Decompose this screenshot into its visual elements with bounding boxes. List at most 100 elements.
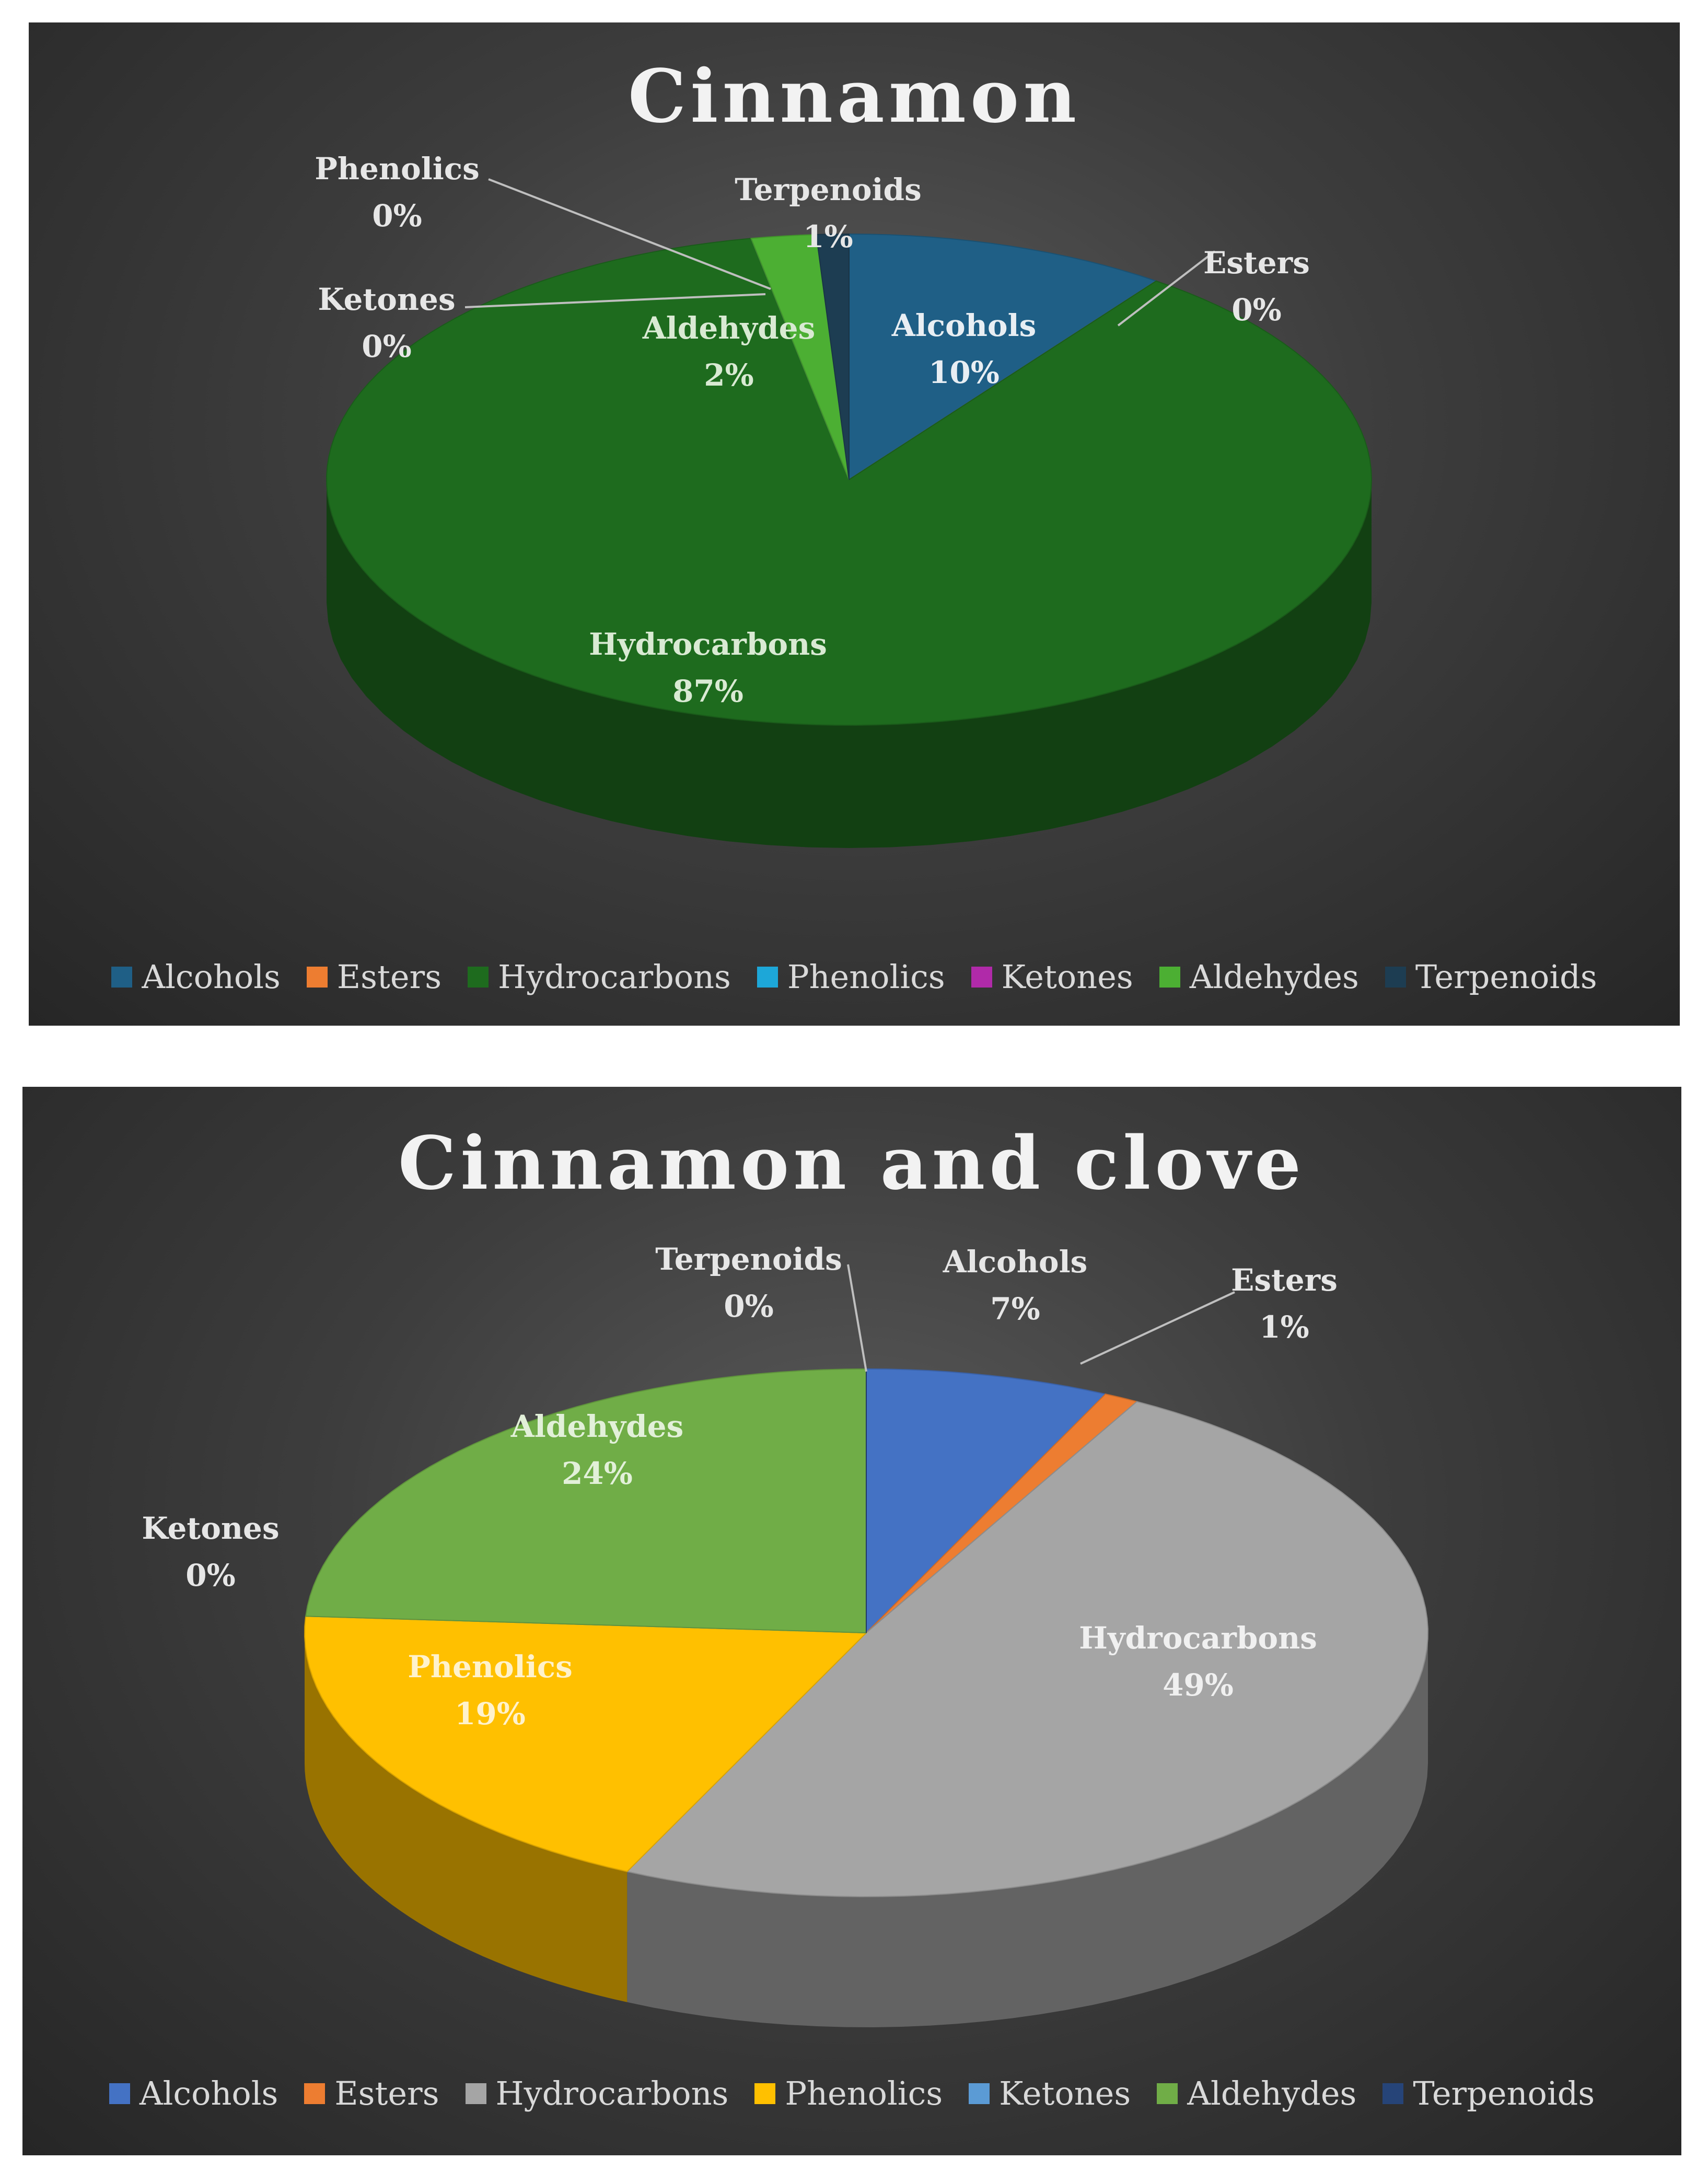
data-label-hydrocarbons: Hydrocarbons 87% xyxy=(589,626,827,709)
cinnamon-clove-chart-panel: Cinnamon and clove Alcohols 7% Esters 1% Hydr… xyxy=(22,1087,1681,2155)
data-label-value: 0% xyxy=(362,329,411,364)
legend-label: Aldehydes xyxy=(1187,2074,1357,2112)
legend-item-aldehydes: Aldehydes xyxy=(1157,2074,1356,2112)
legend-swatch xyxy=(757,966,778,988)
side-hydrocarbons xyxy=(627,1633,1428,2027)
data-label-ketones: Ketones 0% xyxy=(142,1511,279,1593)
legend-label: Ketones xyxy=(999,2074,1131,2112)
data-label-aldehydes: Aldehydes 2% xyxy=(642,310,815,393)
legend-item-esters: Esters xyxy=(304,2074,439,2112)
slice-alcohols xyxy=(849,233,1158,481)
data-label-value: 1% xyxy=(803,219,853,254)
legend-item-phenolics: Phenolics xyxy=(757,958,945,996)
legend-label: Ketones xyxy=(1001,958,1133,996)
chart-title: Cinnamon and clove xyxy=(398,1121,1305,1206)
data-label-hydrocarbons: Hydrocarbons 49% xyxy=(1079,1620,1317,1703)
cinnamon-chart-panel: Cinnamon Alcohols 10% Esters 0% Hydrocarbons 8… xyxy=(29,22,1680,1026)
cinnamon-legend: Alcohols Esters Hydrocarbons Phenolics Keton… xyxy=(29,958,1680,996)
data-label-category: Phenolics xyxy=(315,151,480,187)
legend-swatch xyxy=(109,2083,130,2104)
data-label-value: 2% xyxy=(704,357,753,393)
pie-slices xyxy=(304,1368,1428,1898)
legend-swatch xyxy=(111,966,133,988)
legend-item-ketones: Ketones xyxy=(971,958,1133,996)
legend-item-alcohols: Alcohols xyxy=(109,2074,278,2112)
data-label-esters: Esters 1% xyxy=(1231,1262,1338,1345)
legend-label: Phenolics xyxy=(787,958,945,996)
legend-item-esters: Esters xyxy=(306,958,442,996)
data-label-phenolics: Phenolics 0% xyxy=(315,151,480,234)
chart-title: Cinnamon xyxy=(628,54,1080,140)
legend-swatch xyxy=(304,2083,326,2104)
data-label-category: Alcohols xyxy=(891,308,1037,343)
legend-swatch xyxy=(1159,966,1180,988)
slice-hydrocarbons xyxy=(326,238,1373,726)
leader-line-esters xyxy=(1080,1291,1235,1365)
data-label-value: 19% xyxy=(455,1696,526,1732)
data-label-alcohols: Alcohols 7% xyxy=(943,1244,1088,1327)
cinnamon-pie-chart: Cinnamon Alcohols 10% Esters 0% Hydrocarbons 8… xyxy=(315,54,1373,848)
data-label-value: 1% xyxy=(1259,1309,1309,1345)
legend-swatch xyxy=(754,2083,776,2104)
leader-line-esters xyxy=(1117,250,1216,327)
legend-swatch xyxy=(969,2083,990,2104)
legend-item-alcohols: Alcohols xyxy=(111,958,281,996)
data-label-terpenoids: Terpenoids 1% xyxy=(735,172,922,254)
legend-swatch xyxy=(971,966,992,988)
slice-aldehydes xyxy=(305,1368,867,1634)
data-label-terpenoids: Terpenoids 0% xyxy=(655,1241,842,1324)
slice-alcohols xyxy=(866,1368,1107,1634)
data-label-category: Esters xyxy=(1203,245,1310,281)
legend-swatch xyxy=(1382,2083,1404,2104)
legend-item-aldehydes: Aldehydes xyxy=(1159,958,1359,996)
data-label-category: Hydrocarbons xyxy=(589,626,827,662)
pie-side-walls xyxy=(327,480,1372,848)
data-label-value: 0% xyxy=(1231,292,1281,328)
data-label-category: Terpenoids xyxy=(655,1241,842,1277)
data-label-category: Esters xyxy=(1231,1262,1338,1298)
leader-line-ketones xyxy=(464,293,766,308)
data-label-category: Aldehydes xyxy=(510,1409,683,1444)
legend-swatch xyxy=(465,2083,486,2104)
data-label-phenolics: Phenolics 19% xyxy=(408,1649,573,1732)
legend-item-phenolics: Phenolics xyxy=(754,2074,943,2112)
legend-label: Alcohols xyxy=(139,2074,278,2112)
data-label-alcohols: Alcohols 10% xyxy=(891,308,1037,390)
legend-label: Phenolics xyxy=(785,2074,943,2112)
legend-item-hydrocarbons: Hydrocarbons xyxy=(468,958,731,996)
leader-line-phenolics xyxy=(488,178,771,290)
data-label-category: Hydrocarbons xyxy=(1079,1620,1317,1656)
legend-item-ketones: Ketones xyxy=(969,2074,1131,2112)
pie-side-walls xyxy=(305,1633,1428,2027)
slice-hydrocarbons xyxy=(626,1401,1428,1898)
data-label-value: 10% xyxy=(928,355,1000,390)
data-label-category: Ketones xyxy=(318,282,455,317)
data-label-category: Ketones xyxy=(142,1511,279,1546)
legend-label: Esters xyxy=(334,2074,439,2112)
side-hydrocarbons xyxy=(327,480,1372,848)
legend-label: Terpenoids xyxy=(1413,2074,1595,2112)
cinnamon-clove-legend: Alcohols Esters Hydrocarbons Phenolics Keton… xyxy=(22,2074,1681,2112)
legend-label: Hydrocarbons xyxy=(495,2074,729,2112)
data-label-value: 0% xyxy=(372,198,422,234)
legend-swatch xyxy=(1157,2083,1178,2104)
data-label-category: Aldehydes xyxy=(642,310,815,346)
data-label-value: 24% xyxy=(562,1456,633,1491)
side-phenolics xyxy=(305,1633,628,2002)
legend-item-terpenoids: Terpenoids xyxy=(1382,2074,1595,2112)
leader-line-terpenoids xyxy=(847,1264,867,1372)
legend-label: Hydrocarbons xyxy=(498,958,731,996)
legend-swatch xyxy=(1385,966,1406,988)
legend-label: Terpenoids xyxy=(1415,958,1597,996)
cinnamon-clove-pie-chart: Cinnamon and clove Alcohols 7% Esters 1% Hydr… xyxy=(142,1121,1428,2027)
data-label-category: Phenolics xyxy=(408,1649,573,1685)
slice-terpenoids xyxy=(816,233,850,480)
data-label-esters: Esters 0% xyxy=(1203,245,1310,328)
pie-slices xyxy=(326,233,1373,726)
data-label-value: 0% xyxy=(185,1558,235,1593)
data-label-aldehydes: Aldehydes 24% xyxy=(510,1409,683,1491)
data-label-ketones: Ketones 0% xyxy=(318,282,455,364)
legend-label: Esters xyxy=(336,958,442,996)
legend-label: Alcohols xyxy=(142,958,281,996)
data-label-value: 7% xyxy=(990,1291,1040,1327)
